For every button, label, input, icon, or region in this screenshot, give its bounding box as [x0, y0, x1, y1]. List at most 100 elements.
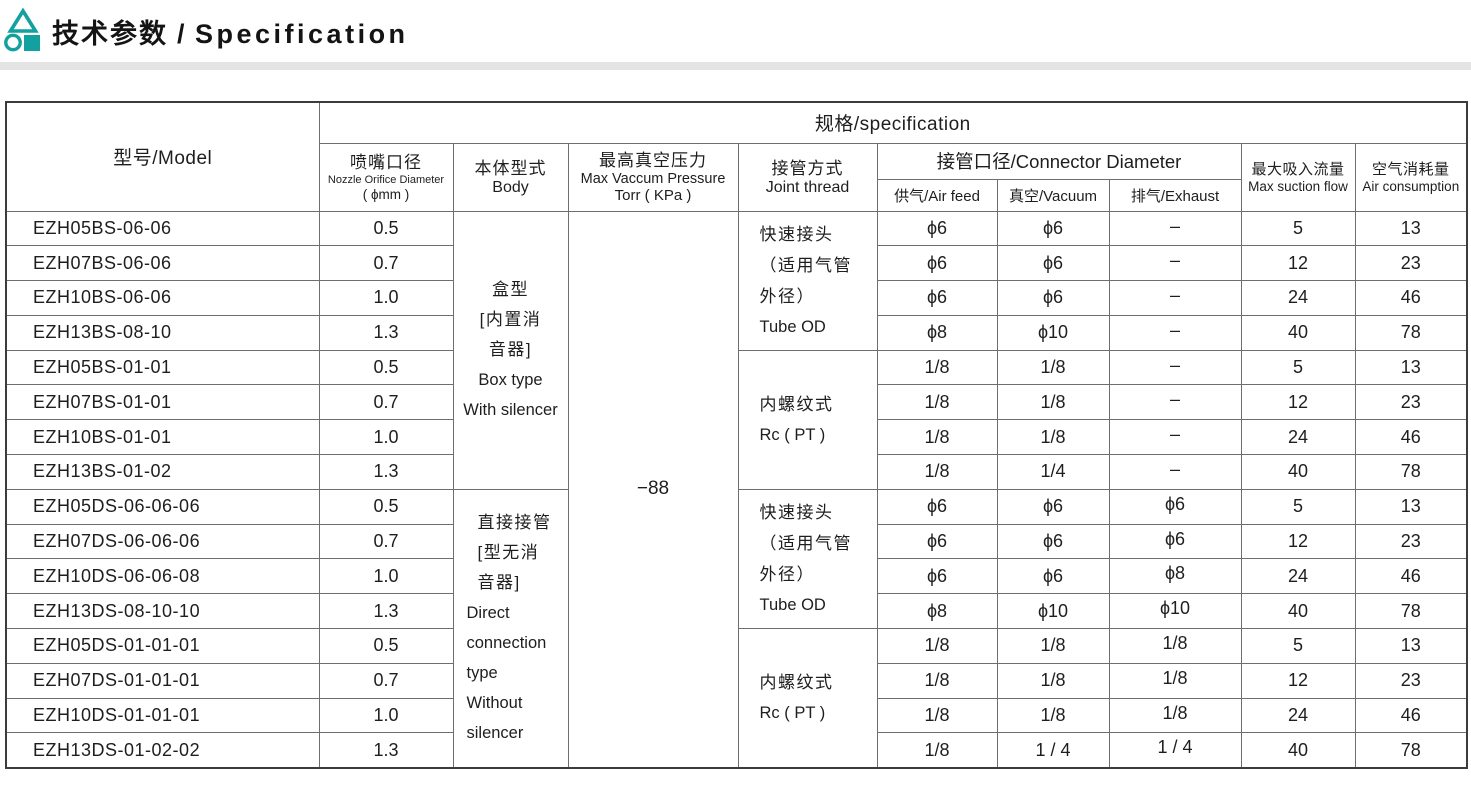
- body-type-line: [型无消: [477, 543, 540, 563]
- model-cell: EZH05DS-01-01-01: [5, 628, 320, 664]
- air-consumption-cell: 13: [1354, 488, 1468, 525]
- exhaust-cell: ϕ10: [1108, 593, 1242, 630]
- joint-thread-line: 内螺纹式: [759, 394, 834, 414]
- body-type-line: Direct: [466, 604, 510, 623]
- nozzle-cell: 1.0: [318, 419, 454, 456]
- table-row: EZH07DS-01-01-01 0.7 1/8 1/8 1/8 12 23: [5, 662, 1468, 699]
- vacuum-cell: 1/4: [996, 454, 1110, 490]
- page-title-zh: 技术参数: [52, 18, 168, 49]
- suction-flow-cell: 24: [1240, 280, 1356, 316]
- exhaust-cell: –: [1108, 245, 1242, 282]
- vacuum-cell: 1/8: [996, 662, 1110, 699]
- air-consumption-cell: 23: [1354, 384, 1468, 421]
- col-header-max-vacuum: 最高真空压力 Max Vaccum Pressure Torr ( KPa ): [567, 142, 739, 212]
- table-row: EZH05BS-06-06 0.5 盒型 [内置消 音器] Box type W…: [5, 210, 1468, 769]
- vacuum-cell: ϕ10: [996, 314, 1110, 351]
- section-header: 技术参数 / Specification: [4, 8, 409, 54]
- air-feed-cell: ϕ8: [876, 314, 998, 351]
- air-consumption-cell: 46: [1354, 419, 1468, 456]
- table-row: EZH13DS-01-02-02 1.3 1/8 1 / 4 1 / 4 40 …: [5, 732, 1468, 769]
- joint-thread-line: （适用气管: [759, 533, 852, 553]
- exhaust-cell: –: [1108, 349, 1242, 386]
- col-header-nozzle-zh: 喷嘴口径: [350, 152, 422, 172]
- body-type-line: [内置消: [479, 310, 542, 330]
- exhaust-cell: ϕ6: [1108, 523, 1242, 560]
- suction-flow-cell: 40: [1240, 454, 1356, 490]
- joint-thread-line: Tube OD: [759, 595, 826, 614]
- joint-thread-line: Tube OD: [759, 317, 826, 336]
- air-feed-cell: 1/8: [876, 662, 998, 699]
- air-feed-cell: ϕ6: [876, 210, 998, 247]
- suction-flow-cell: 24: [1240, 697, 1356, 734]
- air-feed-cell: 1/8: [876, 384, 998, 421]
- vacuum-cell: ϕ6: [996, 523, 1110, 560]
- air-consumption-cell: 78: [1354, 593, 1468, 630]
- nozzle-cell: 1.0: [318, 558, 454, 595]
- col-header-nozzle-unit: ( ϕmm ): [362, 186, 410, 202]
- exhaust-cell: –: [1108, 314, 1242, 351]
- joint-thread-line: 外径）: [759, 286, 815, 306]
- header-row-columns: 喷嘴口径 Nozzle Orifice Diameter ( ϕmm ) 本体型…: [6, 142, 1468, 212]
- suction-flow-cell: 24: [1240, 419, 1356, 456]
- col-header-body-zh: 本体型式: [474, 159, 547, 178]
- table-row: EZH05BS-01-01 0.5 内螺纹式 Rc ( PT ) 1/8 1/8…: [5, 349, 1468, 490]
- vacuum-cell: ϕ6: [996, 280, 1110, 316]
- body-type-line: 直接接管: [477, 513, 552, 533]
- air-feed-cell: 1/8: [876, 697, 998, 734]
- col-header-suction-en: Max suction flow: [1248, 178, 1348, 194]
- suction-flow-cell: 24: [1240, 558, 1356, 595]
- body-type-line: 音器]: [488, 340, 533, 360]
- model-cell: EZH10BS-06-06: [5, 280, 320, 316]
- nozzle-cell: 1.0: [318, 697, 454, 734]
- exhaust-cell: ϕ8: [1108, 558, 1242, 595]
- vacuum-cell: 1/8: [996, 419, 1110, 456]
- air-feed-cell: 1/8: [876, 454, 998, 490]
- col-header-nozzle-en: Nozzle Orifice Diameter: [327, 173, 445, 186]
- nozzle-cell: 0.7: [318, 245, 454, 282]
- col-header-joint-en: Joint thread: [765, 179, 850, 196]
- model-cell: EZH13DS-08-10-10: [5, 593, 320, 630]
- model-cell: EZH10DS-01-01-01: [5, 697, 320, 734]
- air-consumption-cell: 23: [1354, 245, 1468, 282]
- joint-thread-line: 外径）: [759, 564, 815, 584]
- air-consumption-cell: 78: [1354, 314, 1468, 351]
- table-row: EZH05DS-01-01-01 0.5 内螺纹式 Rc ( PT ) 1/8 …: [5, 628, 1468, 769]
- shapes-icon: [4, 8, 40, 52]
- table-row: EZH07BS-01-01 0.7 1/8 1/8 – 12 23: [5, 384, 1468, 421]
- model-cell: EZH13BS-01-02: [5, 454, 320, 490]
- table-row: EZH10BS-06-06 1.0 ϕ6 ϕ6 – 24 46: [5, 280, 1468, 316]
- model-cell: EZH05BS-01-01: [5, 349, 320, 386]
- air-consumption-cell: 46: [1354, 697, 1468, 734]
- model-cell: EZH05BS-06-06: [5, 210, 320, 247]
- header-row-spec: 型号/Model 规格/specification: [5, 101, 1468, 212]
- col-header-suction-zh: 最大吸入流量: [1251, 160, 1345, 178]
- col-header-body-en: Body: [492, 179, 529, 196]
- exhaust-cell: 1/8: [1108, 628, 1242, 664]
- specification-table: 型号/Model 规格/specification 喷嘴口径 Nozzle Or…: [5, 101, 1469, 769]
- nozzle-cell: 0.7: [318, 384, 454, 421]
- exhaust-cell: 1/8: [1108, 662, 1242, 699]
- table-row: EZH07DS-06-06-06 0.7 ϕ6 ϕ6 ϕ6 12 23: [5, 523, 1468, 560]
- col-header-consumption-zh: 空气消耗量: [1372, 160, 1450, 178]
- nozzle-cell: 0.5: [318, 349, 454, 386]
- col-header-consumption-en: Air consumption: [1362, 178, 1460, 194]
- table-row: EZH10BS-01-01 1.0 1/8 1/8 – 24 46: [5, 419, 1468, 456]
- nozzle-cell: 1.3: [318, 593, 454, 630]
- col-header-exhaust: 排气/Exhaust: [1108, 178, 1242, 212]
- air-consumption-cell: 13: [1354, 628, 1468, 664]
- body-type-line: Box type: [478, 371, 543, 390]
- air-feed-cell: ϕ8: [876, 593, 998, 630]
- suction-flow-cell: 5: [1240, 488, 1356, 525]
- max-vacuum-cell: −88: [567, 210, 739, 769]
- exhaust-cell: 1 / 4: [1108, 732, 1242, 769]
- air-consumption-cell: 23: [1354, 523, 1468, 560]
- nozzle-cell: 1.3: [318, 314, 454, 351]
- model-cell: EZH07BS-01-01: [5, 384, 320, 421]
- suction-flow-cell: 12: [1240, 523, 1356, 560]
- joint-thread-line: 快速接头: [759, 502, 834, 522]
- col-header-max-vacuum-en: Max Vaccum Pressure: [580, 171, 726, 187]
- table-row: EZH07BS-06-06 0.7 ϕ6 ϕ6 – 12 23: [5, 245, 1468, 282]
- nozzle-cell: 0.5: [318, 210, 454, 247]
- body-type-line: type: [466, 664, 498, 683]
